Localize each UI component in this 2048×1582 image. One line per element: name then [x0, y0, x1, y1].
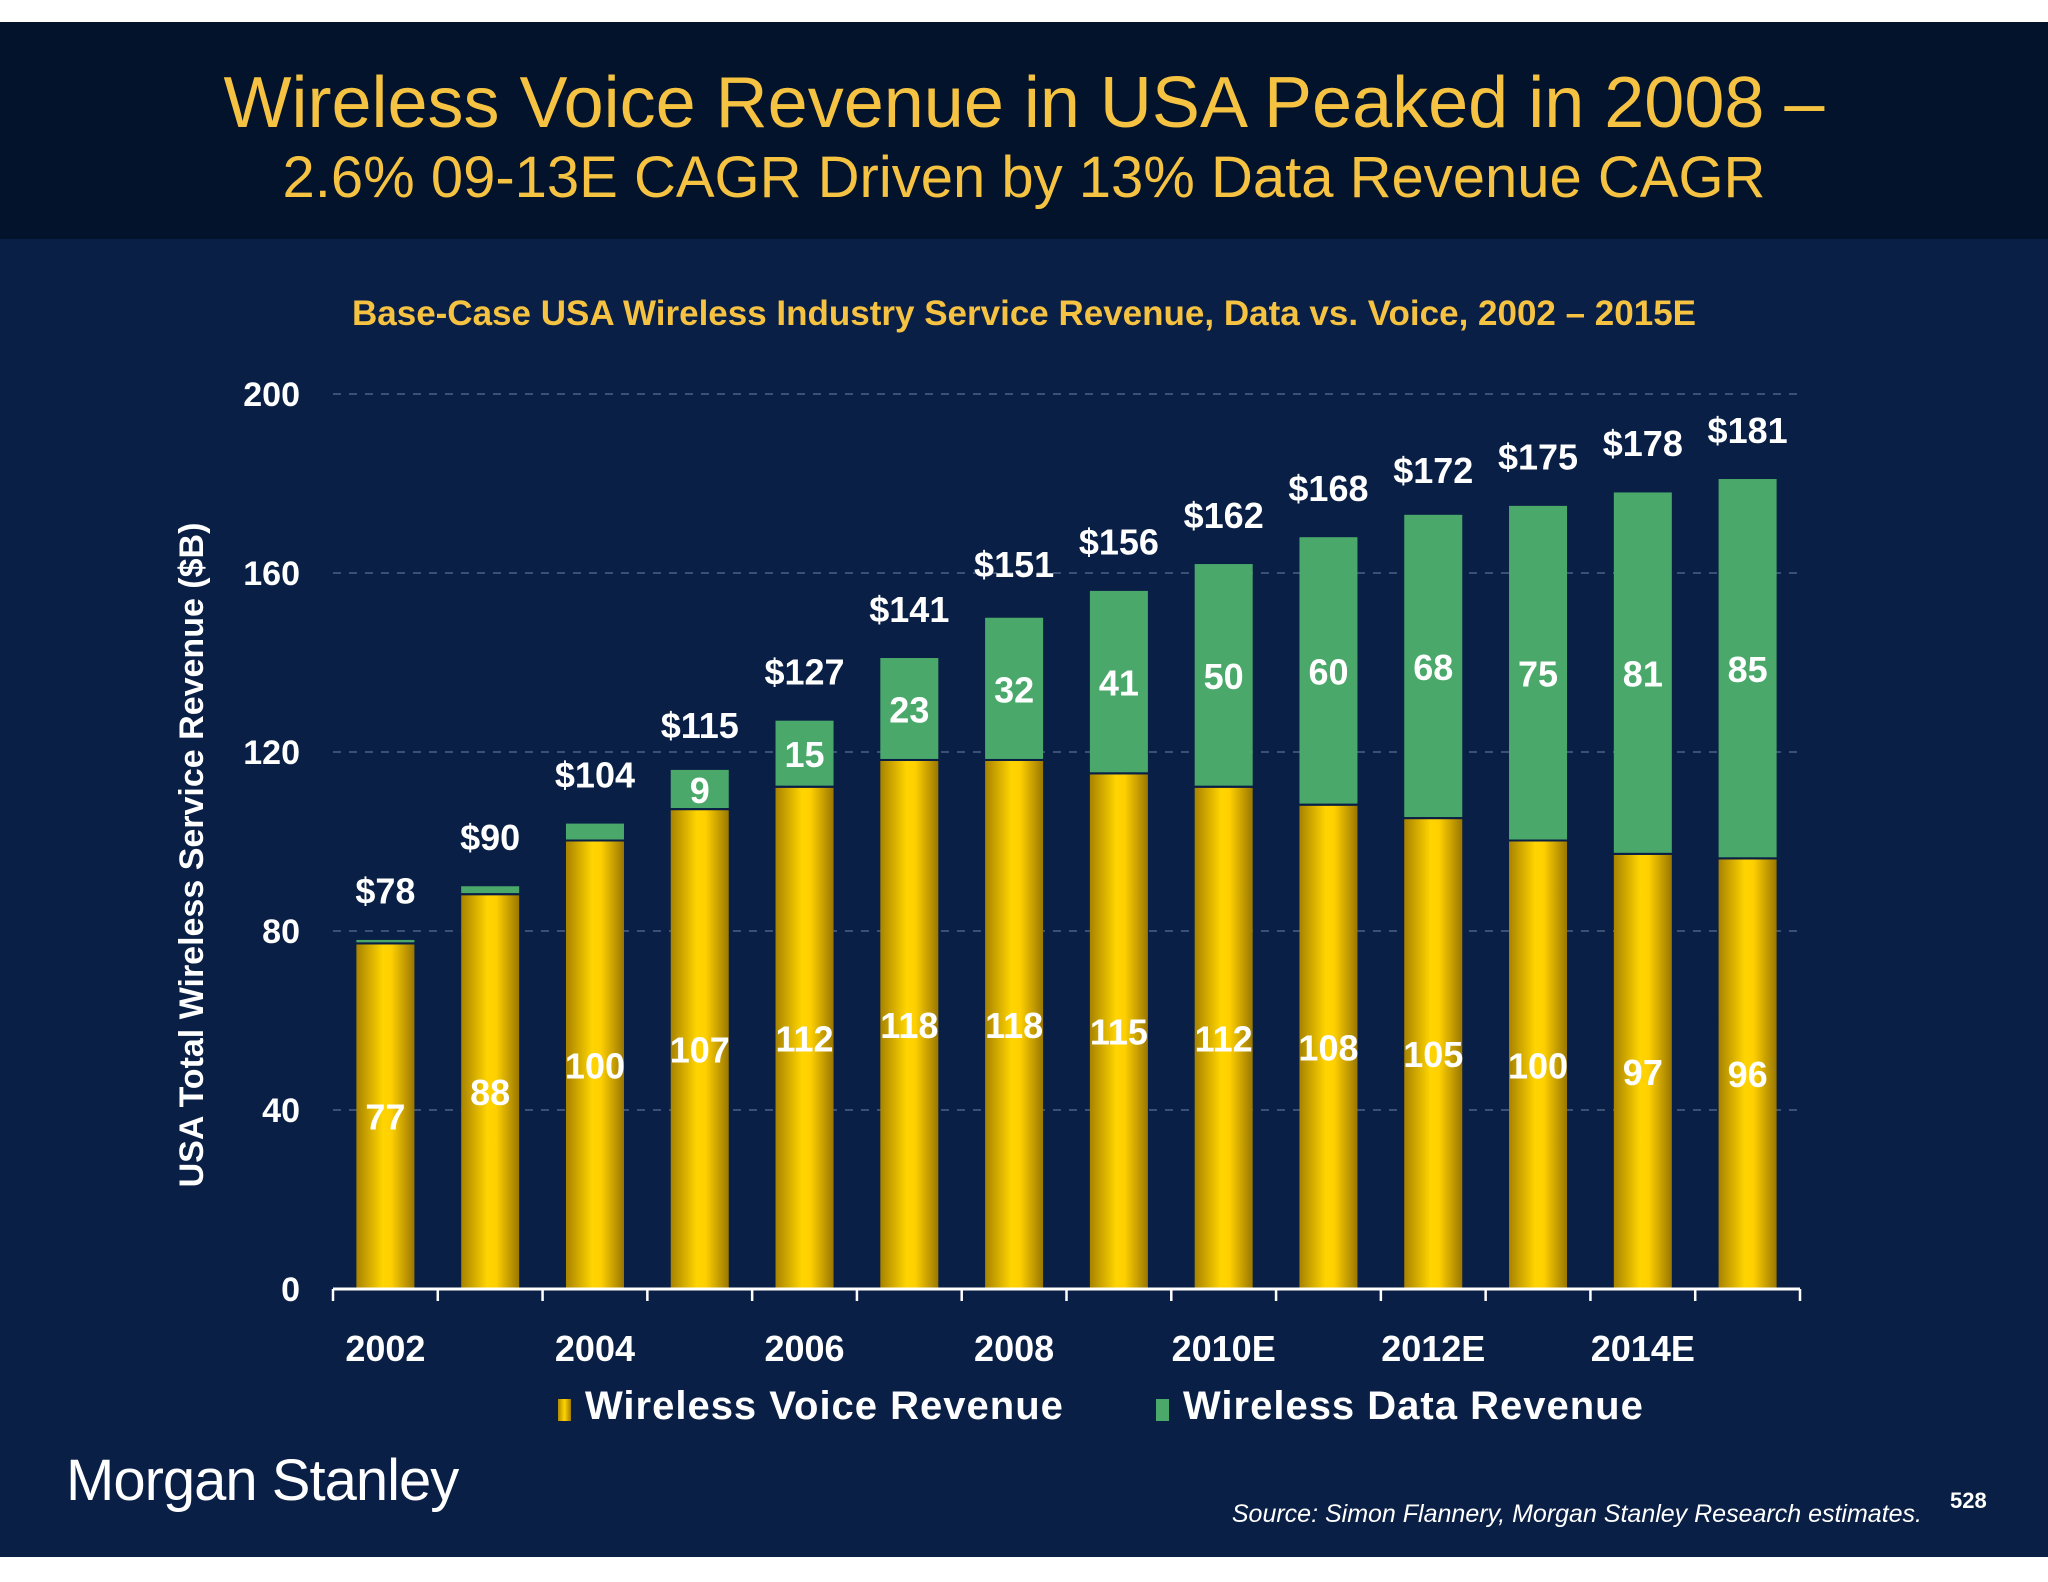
bar-data-2010E [1194, 564, 1253, 786]
bar-data-2004 [565, 823, 624, 840]
total-value-label: $162 [1184, 495, 1264, 536]
data-value-label: 68 [1413, 647, 1453, 688]
total-value-label: $141 [869, 589, 949, 630]
bar-data-2008 [985, 617, 1044, 759]
bar-voice-2006 [775, 787, 834, 1289]
total-value-label: $178 [1603, 423, 1683, 464]
voice-value-label: 77 [365, 1097, 405, 1138]
total-value-label: $168 [1288, 468, 1368, 509]
voice-value-label: 100 [1508, 1045, 1568, 1086]
total-value-label: $156 [1079, 522, 1159, 563]
title-line-2: 2.6% 09-13E CAGR Driven by 13% Data Reve… [282, 145, 1766, 210]
total-value-label: $181 [1708, 410, 1788, 451]
legend-item-data: Wireless Data Revenue [1156, 1384, 1644, 1429]
total-value-label: $151 [974, 544, 1054, 585]
voice-value-label: 115 [1090, 1012, 1148, 1053]
voice-value-label: 112 [775, 1018, 833, 1059]
bar-voice-2007 [880, 760, 939, 1289]
voice-value-label: 108 [1298, 1027, 1358, 1068]
data-value-label: 32 [994, 669, 1034, 710]
y-axis-label: USA Total Wireless Service Revenue ($B) [173, 523, 211, 1188]
header: Wireless Voice Revenue in USA Peaked in … [0, 22, 2048, 239]
x-tick-label: 2010E [1172, 1328, 1276, 1369]
stacked-bar-chart: 0 40 80 120 160 200 USA Total Wireless Service… [173, 376, 1802, 1369]
x-tick-label: 2006 [764, 1328, 844, 1369]
data-value-label: 60 [1308, 651, 1348, 692]
voice-value-label: 96 [1728, 1054, 1768, 1095]
bar-data-2006 [775, 720, 834, 786]
bar-data-2011E [1299, 537, 1358, 804]
bar-data-2014E [1613, 492, 1672, 853]
x-tick-label: 2012E [1381, 1328, 1485, 1369]
total-value-label: $175 [1498, 437, 1578, 478]
legend-swatch-voice [558, 1398, 571, 1421]
bar-voice-2008 [985, 760, 1044, 1289]
y-tick-label: 80 [262, 913, 300, 951]
voice-value-label: 112 [1195, 1018, 1253, 1059]
bar-voice-2003 [461, 895, 520, 1289]
bar-voice-2013E [1509, 841, 1568, 1289]
bar-voice-2014E [1613, 854, 1672, 1289]
x-tick-label: 2002 [345, 1328, 425, 1369]
voice-value-label: 105 [1403, 1034, 1463, 1075]
data-value-label: 9 [690, 770, 710, 811]
slide: Wireless Voice Revenue in USA Peaked in … [0, 22, 2048, 1557]
voice-value-label: 88 [470, 1072, 510, 1113]
legend-label-data: Wireless Data Revenue [1183, 1384, 1644, 1428]
bar-data-2015E [1718, 479, 1777, 858]
legend-label-voice: Wireless Voice Revenue [585, 1384, 1064, 1428]
y-tick-label: 40 [262, 1092, 300, 1130]
total-value-label: $172 [1393, 450, 1473, 491]
bar-data-2013E [1509, 505, 1568, 840]
data-value-label: 75 [1518, 654, 1558, 695]
data-value-label: 15 [785, 734, 825, 775]
voice-value-label: 118 [880, 1005, 938, 1046]
x-tick-label: 2014E [1591, 1328, 1695, 1369]
total-value-label: $115 [661, 705, 739, 746]
data-value-label: 23 [889, 689, 929, 730]
title-line-1: Wireless Voice Revenue in USA Peaked in … [223, 63, 1825, 143]
page-number: 528 [1950, 1488, 1987, 1513]
total-value-label: $104 [555, 754, 635, 795]
y-tick-label: 0 [281, 1271, 300, 1309]
total-value-label: $78 [355, 871, 415, 912]
bar-data-2005 [670, 769, 729, 809]
y-tick-label: 120 [243, 734, 300, 772]
chart-title: Base-Case USA Wireless Industry Service … [351, 294, 1696, 333]
legend: Wireless Voice Revenue Wireless Data Rev… [0, 1384, 2048, 1434]
bar-voice-2011E [1299, 805, 1358, 1289]
bar-voice-2010E [1194, 787, 1253, 1289]
x-tick-label: 2008 [974, 1328, 1054, 1369]
bar-data-2007 [880, 658, 939, 759]
data-value-label: 41 [1099, 663, 1139, 704]
total-value-label: $90 [460, 817, 520, 858]
y-tick-label: 200 [243, 376, 300, 414]
bar-voice-2015E [1718, 859, 1777, 1289]
voice-value-label: 118 [985, 1005, 1043, 1046]
bar-data-2012E [1404, 514, 1463, 818]
bar-voice-2002 [356, 944, 415, 1289]
legend-item-voice: Wireless Voice Revenue [558, 1384, 1064, 1429]
voice-value-label: 97 [1623, 1052, 1663, 1093]
morgan-stanley-logo: Morgan Stanley [66, 1448, 459, 1513]
data-value-label: 81 [1623, 654, 1663, 695]
bar-voice-2005 [670, 810, 729, 1289]
bar-data-2003 [461, 886, 520, 894]
voice-value-label: 100 [565, 1045, 625, 1086]
x-tick-label: 2004 [555, 1328, 635, 1369]
data-value-label: 85 [1728, 649, 1768, 690]
y-tick-label: 160 [243, 555, 300, 593]
data-value-label: 50 [1204, 656, 1244, 697]
source-note: Source: Simon Flannery, Morgan Stanley R… [1231, 1500, 1922, 1528]
legend-swatch-data [1156, 1398, 1169, 1421]
bar-voice-2012E [1404, 819, 1463, 1289]
voice-value-label: 107 [670, 1030, 730, 1071]
total-value-label: $127 [764, 651, 844, 692]
bar-data-2002 [356, 939, 415, 943]
bar-data-2009 [1089, 590, 1148, 773]
bar-voice-2004 [565, 841, 624, 1289]
bar-voice-2009 [1089, 774, 1148, 1289]
